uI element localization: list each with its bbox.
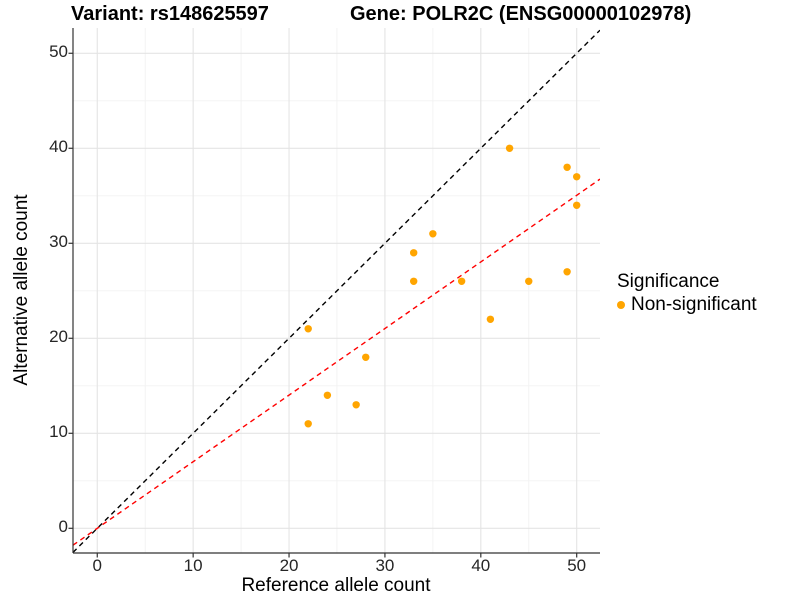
y-tick-label: 20 bbox=[49, 327, 68, 347]
y-tick-label: 50 bbox=[49, 42, 68, 62]
y-axis-title: Alternative allele count bbox=[11, 194, 32, 386]
data-point bbox=[486, 315, 495, 323]
data-point bbox=[409, 249, 418, 257]
data-point bbox=[323, 391, 332, 399]
x-tick-label: 40 bbox=[471, 556, 491, 575]
x-tick-label: 20 bbox=[279, 556, 299, 575]
x-axis-title: Reference allele count bbox=[241, 575, 431, 596]
data-point bbox=[352, 401, 360, 409]
legend-item-non-significant: Non-significant bbox=[617, 294, 757, 316]
data-point bbox=[304, 420, 312, 428]
data-point bbox=[572, 173, 581, 181]
data-point bbox=[304, 325, 312, 333]
data-point bbox=[409, 277, 418, 285]
data-point bbox=[563, 268, 571, 276]
legend: Significance Non-significant bbox=[617, 270, 757, 316]
gene-title: Gene: POLR2C (ENSG00000102978) bbox=[350, 3, 692, 25]
legend-item-label: Non-significant bbox=[631, 294, 757, 315]
x-tick-label: 30 bbox=[375, 556, 395, 575]
legend-title: Significance bbox=[617, 271, 720, 292]
data-point bbox=[362, 353, 370, 361]
data-point bbox=[429, 230, 437, 238]
y-tick-label: 30 bbox=[49, 232, 68, 252]
data-point bbox=[525, 277, 533, 285]
x-tick-label: 10 bbox=[183, 556, 203, 575]
x-tick-label: 0 bbox=[92, 556, 102, 575]
data-point bbox=[457, 277, 466, 285]
allele-ratio-line bbox=[73, 178, 600, 546]
data-point bbox=[505, 144, 514, 152]
data-point bbox=[563, 163, 571, 171]
data-point bbox=[572, 201, 581, 209]
y-tick-label: 10 bbox=[49, 422, 68, 442]
identity-line bbox=[73, 29, 600, 553]
circle-icon bbox=[617, 301, 625, 309]
variant-title: Variant: rs148625597 bbox=[71, 3, 269, 25]
y-tick-label: 0 bbox=[58, 517, 68, 537]
y-tick-label: 40 bbox=[49, 137, 68, 157]
x-tick-label: 50 bbox=[567, 556, 587, 575]
